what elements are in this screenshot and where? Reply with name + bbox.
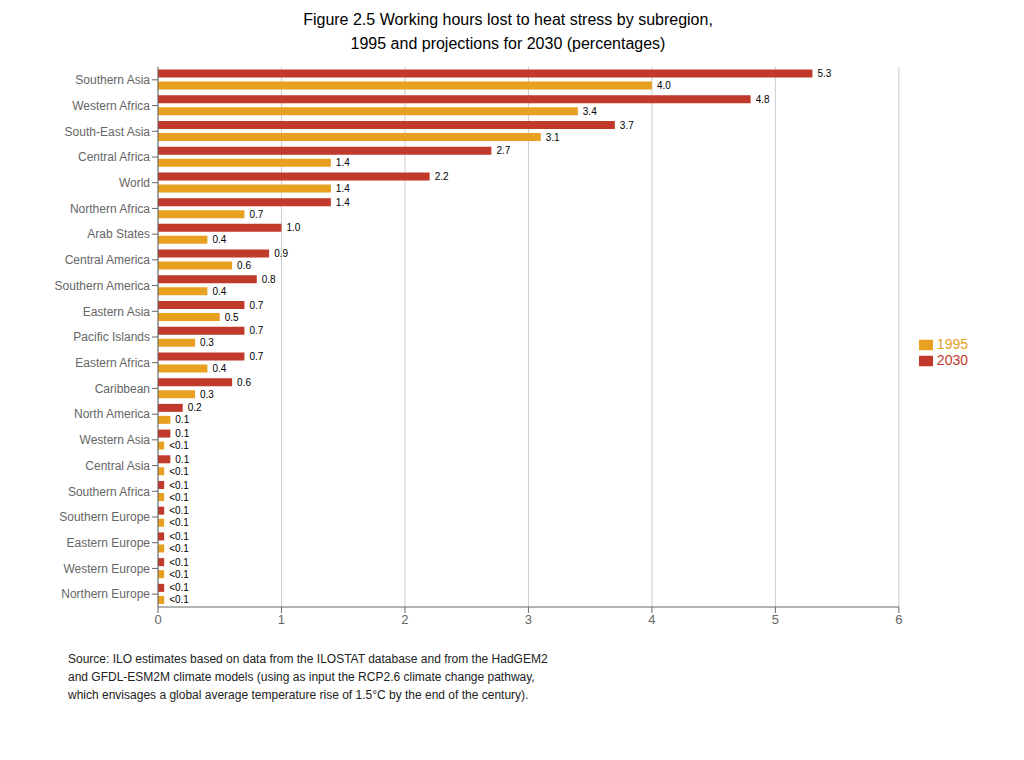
html-text:1995: 1995 — [936, 335, 968, 352]
svg-text:<0.1: <0.1 — [169, 582, 189, 593]
svg-text:Central America: Central America — [65, 253, 151, 267]
svg-text:0.5: 0.5 — [225, 312, 239, 323]
svg-text:<0.1: <0.1 — [169, 505, 189, 516]
svg-text:2.7: 2.7 — [496, 145, 510, 156]
svg-text:Central Asia: Central Asia — [85, 459, 150, 473]
svg-text:<0.1: <0.1 — [169, 440, 189, 451]
svg-text:Western Asia: Western Asia — [80, 433, 151, 447]
svg-text:<0.1: <0.1 — [169, 517, 189, 528]
svg-text:4.0: 4.0 — [657, 80, 671, 91]
svg-text:1: 1 — [278, 612, 285, 627]
svg-text:4: 4 — [648, 612, 655, 627]
svg-text:0.7: 0.7 — [249, 300, 263, 311]
svg-text:0.8: 0.8 — [262, 274, 276, 285]
svg-text:0.7: 0.7 — [249, 209, 263, 220]
svg-text:0.1: 0.1 — [175, 414, 189, 425]
svg-text:4.8: 4.8 — [756, 94, 770, 105]
svg-text:0.6: 0.6 — [237, 377, 251, 388]
svg-text:Eastern Africa: Eastern Africa — [75, 356, 150, 370]
svg-text:Eastern Asia: Eastern Asia — [83, 305, 151, 319]
svg-text:Western Africa: Western Africa — [72, 99, 150, 113]
svg-text:5: 5 — [772, 612, 779, 627]
svg-text:North America: North America — [74, 407, 150, 421]
svg-text:Northern Africa: Northern Africa — [70, 202, 150, 216]
svg-text:<0.1: <0.1 — [169, 531, 189, 542]
svg-text:South-East Asia: South-East Asia — [65, 125, 151, 139]
html-text:1995 and projections for 2030: 1995 and projections for 2030 (percentag… — [350, 35, 666, 52]
svg-text:0.6: 0.6 — [237, 260, 251, 271]
svg-text:0.9: 0.9 — [274, 248, 288, 259]
svg-text:0.4: 0.4 — [212, 286, 226, 297]
svg-text:2: 2 — [401, 612, 408, 627]
svg-text:3: 3 — [525, 612, 532, 627]
svg-text:<0.1: <0.1 — [169, 569, 189, 580]
svg-text:5.3: 5.3 — [817, 68, 831, 79]
svg-text:Central Africa: Central Africa — [78, 150, 150, 164]
svg-text:Western Europe: Western Europe — [64, 562, 151, 576]
svg-text:Southern Africa: Southern Africa — [68, 485, 150, 499]
svg-text:Southern Europe: Southern Europe — [59, 510, 150, 524]
svg-text:Pacific Islands: Pacific Islands — [73, 330, 150, 344]
html-text:Figure 2.5 Working hours lost: Figure 2.5 Working hours lost to heat st… — [303, 11, 713, 28]
svg-text:6: 6 — [895, 612, 902, 627]
svg-text:Caribbean: Caribbean — [95, 382, 150, 396]
svg-text:3.4: 3.4 — [583, 106, 597, 117]
html-text:2030: 2030 — [936, 352, 968, 368]
svg-text:1.4: 1.4 — [336, 157, 350, 168]
svg-text:1.0: 1.0 — [286, 222, 300, 233]
svg-text:Northern Europe: Northern Europe — [61, 587, 150, 601]
svg-text:3.1: 3.1 — [546, 132, 560, 143]
svg-text:Southern America: Southern America — [55, 279, 151, 293]
svg-text:<0.1: <0.1 — [169, 492, 189, 503]
svg-text:0.7: 0.7 — [249, 325, 263, 336]
svg-text:3.7: 3.7 — [620, 120, 634, 131]
svg-text:0.1: 0.1 — [175, 454, 189, 465]
svg-text:2.2: 2.2 — [435, 171, 449, 182]
svg-text:Arab States: Arab States — [87, 227, 150, 241]
svg-text:<0.1: <0.1 — [169, 557, 189, 568]
svg-text:<0.1: <0.1 — [169, 466, 189, 477]
svg-text:<0.1: <0.1 — [169, 480, 189, 491]
svg-text:0: 0 — [154, 612, 161, 627]
svg-text:1.4: 1.4 — [336, 183, 350, 194]
svg-text:0.4: 0.4 — [212, 234, 226, 245]
svg-text:0.3: 0.3 — [200, 337, 214, 348]
svg-text:<0.1: <0.1 — [169, 543, 189, 554]
svg-text:<0.1: <0.1 — [169, 594, 189, 605]
svg-text:0.4: 0.4 — [212, 363, 226, 374]
html-text:Source: ILO estimates based on: Source: ILO estimates based on data from… — [68, 652, 548, 702]
svg-text:0.3: 0.3 — [200, 389, 214, 400]
svg-text:Eastern Europe: Eastern Europe — [67, 536, 151, 550]
svg-text:World: World — [119, 176, 150, 190]
svg-text:0.1: 0.1 — [175, 428, 189, 439]
svg-text:0.2: 0.2 — [188, 402, 202, 413]
svg-text:1.4: 1.4 — [336, 197, 350, 208]
svg-text:Southern Asia: Southern Asia — [75, 73, 150, 87]
svg-text:0.7: 0.7 — [249, 351, 263, 362]
